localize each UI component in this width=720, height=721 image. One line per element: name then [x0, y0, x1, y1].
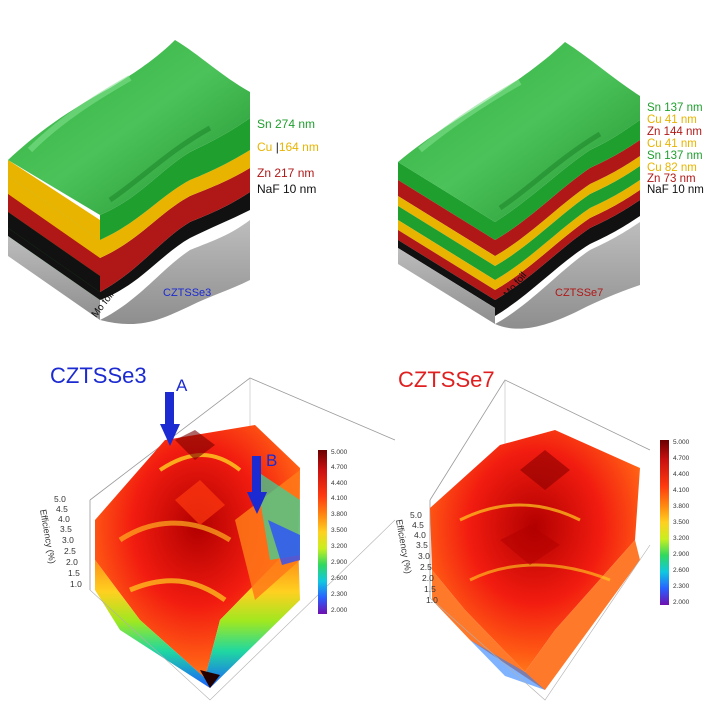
stack-diagram-czts7 [398, 42, 640, 329]
layer-label-cu-prefix: Cu [257, 140, 276, 154]
colorbar-tick: 2.900 [673, 551, 690, 558]
colorbar-tick: 2.600 [673, 567, 690, 574]
layer-label-sn: Sn 137 nm [647, 150, 703, 162]
stack-front-face [100, 118, 250, 325]
colorbar-tick: 5.000 [673, 439, 690, 446]
colorbar-tick: 3.200 [673, 535, 690, 542]
colorbar-czts7 [660, 440, 669, 605]
marker-arrow-b [247, 456, 267, 514]
colorbar-tick: 5.000 [331, 449, 348, 456]
axis-tick: 1.0 [70, 579, 82, 589]
colorbar-tick: 3.500 [331, 527, 348, 534]
layer-label-naf: NaF 10 nm [647, 184, 704, 196]
colorbar-tick: 3.500 [673, 519, 690, 526]
axis-tick: 4.5 [56, 504, 68, 514]
axis-tick: 2.0 [422, 573, 434, 583]
colorbar-tick: 3.200 [331, 543, 348, 550]
layer-label-zn: Zn 217 nm [257, 166, 314, 180]
axis-tick: 1.5 [68, 568, 80, 578]
axis-z-czts7: 5.0 4.5 4.0 3.5 3.0 2.5 2.0 1.5 1.0 [410, 510, 438, 605]
axis-tick: 4.5 [412, 520, 424, 530]
axis-tick: 1.5 [424, 584, 436, 594]
stack-top-surface [398, 42, 640, 222]
colorbar-tick: 4.100 [673, 487, 690, 494]
axis-tick: 4.0 [58, 514, 70, 524]
efficiency-map-czts3 [89, 377, 396, 701]
layer-label-cu: Cu 41 nm [647, 138, 697, 150]
colorbar-tick: 4.100 [331, 495, 348, 502]
layer-label-naf: NaF 10 nm [257, 182, 316, 196]
axis-tick: 5.0 [54, 494, 66, 504]
layer-label-cu: Cu 41 nm [647, 114, 697, 126]
colorbar-tick: 4.700 [331, 464, 348, 471]
colorbar-tick: 3.800 [673, 503, 690, 510]
colorbar-ticks-czts3: 5.000 4.700 4.400 4.100 3.800 3.500 3.20… [331, 449, 348, 614]
axis-label-czts7: Efficiency (%) [394, 519, 413, 575]
colorbar-tick: 2.300 [673, 583, 690, 590]
stack-diagram-czts3 [8, 40, 250, 325]
layer-label-sn: Sn 274 nm [257, 117, 315, 131]
axis-tick: 4.0 [414, 530, 426, 540]
layer-label-cu: Cu 82 nm [647, 162, 697, 174]
colorbar-tick: 4.700 [673, 455, 690, 462]
marker-arrow-a [160, 392, 180, 446]
axis-z-czts3: 5.0 4.5 4.0 3.5 3.0 2.5 2.0 1.5 1.0 [54, 494, 82, 589]
map-title-czts3: CZTSSe3 [50, 363, 147, 388]
axis-tick: 3.0 [62, 535, 74, 545]
colorbar-tick: 2.000 [673, 599, 690, 606]
layer-label-zn: Zn 144 nm [647, 126, 702, 138]
axis-tick: 2.5 [64, 546, 76, 556]
layer-label-zn: Zn 73 nm [647, 173, 696, 185]
map-title-czts7: CZTSSe7 [398, 367, 495, 392]
stack-side-face [398, 162, 495, 324]
axis-label-czts3: Efficiency (%) [38, 509, 57, 565]
colorbar-tick: 4.400 [673, 471, 690, 478]
axis-tick: 3.5 [60, 524, 72, 534]
sample-label-czts7: CZTSSe7 [555, 287, 603, 299]
axis-tick: 2.5 [420, 562, 432, 572]
colorbar-tick: 3.800 [331, 511, 348, 518]
axis-tick: 5.0 [410, 510, 422, 520]
marker-label-b: B [266, 451, 277, 470]
layer-label-cu-cursor: | [276, 140, 279, 154]
marker-label-a: A [176, 376, 188, 395]
layer-label-cu: Cu |164 nm [257, 140, 319, 154]
stack-top-surface [8, 40, 250, 215]
layer-label-cu-value: 164 nm [279, 140, 319, 154]
efficiency-map-czts7 [429, 379, 651, 701]
stack-front-face [495, 120, 640, 329]
layer-label-sn: Sn 137 nm [647, 102, 703, 114]
axis-tick: 3.5 [416, 540, 428, 550]
colorbar-czts3 [318, 450, 327, 614]
colorbar-tick: 2.300 [331, 591, 348, 598]
axis-tick: 2.0 [66, 557, 78, 567]
colorbar-tick: 4.400 [331, 480, 348, 487]
stack-side-face [8, 160, 100, 320]
colorbar-ticks-czts7: 5.000 4.700 4.400 4.100 3.800 3.500 3.20… [673, 439, 690, 606]
colorbar-tick: 2.000 [331, 607, 348, 614]
axis-tick: 1.0 [426, 595, 438, 605]
colorbar-tick: 2.900 [331, 559, 348, 566]
colorbar-tick: 2.600 [331, 575, 348, 582]
axis-tick: 3.0 [418, 551, 430, 561]
sample-label-czts3: CZTSSe3 [163, 287, 211, 299]
